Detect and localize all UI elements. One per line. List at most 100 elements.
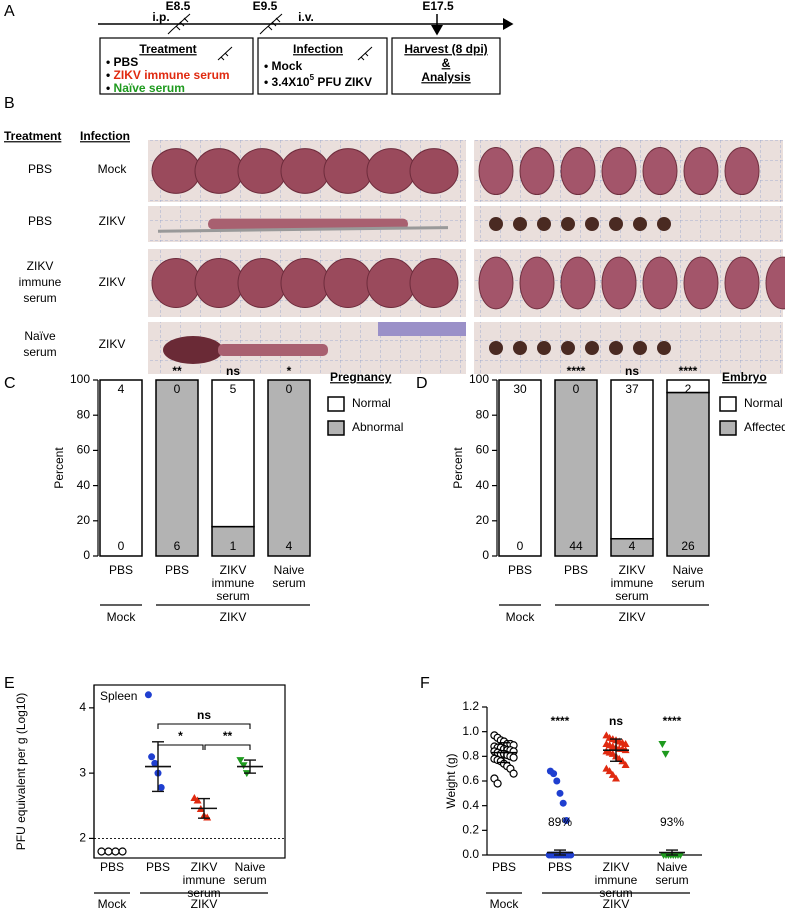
box-item: • Naïve serum <box>106 81 185 95</box>
text-line: ZIKV <box>27 259 54 273</box>
uterus-blob <box>194 258 244 308</box>
uterus-strip <box>218 344 328 356</box>
bar-segment <box>554 379 598 557</box>
text-line: Naïve <box>24 329 56 343</box>
row-treatment: PBS <box>28 214 52 228</box>
y-tick-label: 0 <box>83 548 90 562</box>
plot-frame <box>93 684 286 859</box>
embryo <box>489 341 503 355</box>
text-line: ZIKV <box>191 860 218 874</box>
data-point <box>148 753 156 761</box>
text-line: PBS <box>508 563 532 577</box>
data-point <box>559 799 567 807</box>
group-label: Mock <box>107 610 137 624</box>
text-line: immune <box>183 873 226 887</box>
significance: ns <box>226 364 240 378</box>
text-line: serum <box>23 345 56 359</box>
bar-segment <box>610 379 654 540</box>
embryo <box>642 256 678 310</box>
y-axis-label: PFU equivalent per g (Log10) <box>14 693 28 850</box>
embryo <box>683 256 719 310</box>
uterus-blob <box>323 148 373 194</box>
box-item: • ZIKV immune serum <box>106 68 230 82</box>
panel-label: F <box>420 675 430 692</box>
uterus-blob <box>151 148 201 194</box>
table-header: Treatment <box>4 129 61 143</box>
time-label: E9.5 <box>253 0 278 13</box>
significance: ns <box>609 714 623 728</box>
annotation: 89% <box>548 815 572 829</box>
data-point <box>151 759 159 767</box>
data-point <box>605 767 614 775</box>
forceps <box>157 226 449 233</box>
panel-label: B <box>4 95 15 112</box>
box-title: Harvest (8 dpi) <box>404 42 487 56</box>
x-tick-label: Naive serum <box>655 860 688 887</box>
count-label: 1 <box>230 539 237 553</box>
legend-swatch <box>327 396 345 412</box>
y-tick-label: 40 <box>77 478 91 492</box>
text-line: immune <box>212 576 255 590</box>
group-label: ZIKV <box>220 610 247 624</box>
legend-title: Pregnancy <box>330 370 392 384</box>
x-tick-label: ZIKV immune serum <box>595 860 638 900</box>
data-point <box>612 774 620 782</box>
x-tick-label: PBS <box>146 860 170 874</box>
data-point <box>104 847 113 856</box>
data-point <box>509 769 518 778</box>
y-tick-label: 20 <box>77 513 91 527</box>
x-tick-label: PBS <box>165 563 189 577</box>
significance: **** <box>679 364 698 378</box>
significance: **** <box>551 714 570 728</box>
data-point <box>144 691 152 699</box>
box-item: • 3.4X105 PFU ZIKV <box>264 73 372 89</box>
embryo <box>657 341 671 355</box>
embryo <box>561 217 575 231</box>
legend-label: Normal <box>744 396 783 410</box>
x-tick-label: PBS <box>109 563 133 577</box>
bar-segment <box>155 379 199 557</box>
text-line: serum <box>23 291 56 305</box>
data-point <box>97 847 106 856</box>
bar-segment <box>267 379 311 557</box>
route-label: i.p. <box>152 10 169 24</box>
route-label: i.v. <box>298 10 314 24</box>
y-tick-label: 1.0 <box>462 724 479 738</box>
timeline: E8.5 i.p. E9.5 i.v. E17.5 Treatment • PB… <box>98 0 514 95</box>
count-label: 0 <box>286 382 293 396</box>
embryo <box>560 256 596 310</box>
data-point <box>661 750 670 758</box>
text-line: immune <box>19 275 62 289</box>
bracket-label: ** <box>223 729 233 743</box>
group-label: ZIKV <box>603 897 630 909</box>
table-header: Infection <box>80 129 130 143</box>
embryo <box>657 217 671 231</box>
text-line: serum <box>216 589 249 603</box>
text-line: PBS <box>564 563 588 577</box>
embryo <box>724 256 760 310</box>
y-tick-label: 0.2 <box>462 823 479 837</box>
text-line: immune <box>595 873 638 887</box>
y-tick-label: 0.6 <box>462 773 479 787</box>
data-point <box>621 760 630 768</box>
embryo <box>519 256 555 310</box>
group-label: Mock <box>98 897 128 909</box>
count-label: 0 <box>517 539 524 553</box>
item-text: Naïve serum <box>114 81 185 95</box>
embryo <box>633 341 647 355</box>
uterus-blob <box>194 148 244 194</box>
annotation: 93% <box>660 815 684 829</box>
significance: ** <box>172 364 182 378</box>
photo-shade <box>378 322 466 336</box>
embryo <box>724 146 760 196</box>
data-point <box>608 770 617 778</box>
data-point <box>658 741 667 748</box>
embryo <box>561 341 575 355</box>
box-title: Treatment <box>139 42 196 56</box>
y-tick-label: 60 <box>476 443 490 457</box>
uterus-strip <box>208 218 408 230</box>
significance: **** <box>567 364 586 378</box>
text-line: ZIKV <box>603 860 630 874</box>
item-text: ZIKV immune serum <box>114 68 230 82</box>
bar-segment <box>99 379 143 557</box>
